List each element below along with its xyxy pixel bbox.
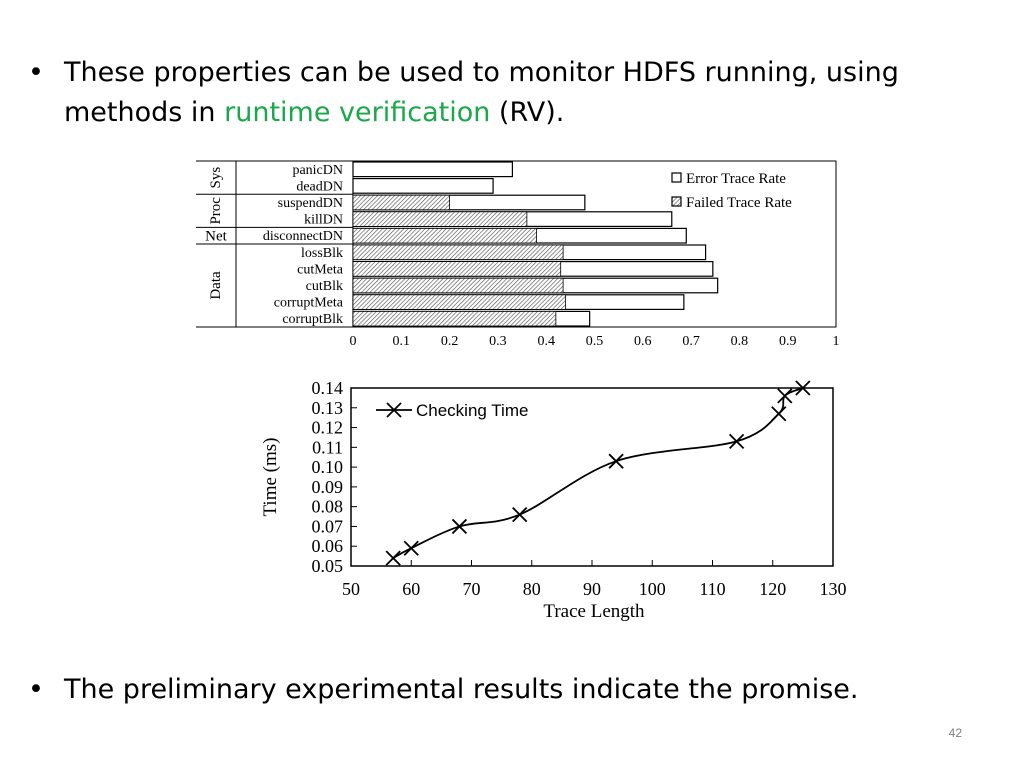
bullet-1-line-2-post: (RV).: [490, 97, 565, 128]
bullet-dot: •: [28, 674, 44, 705]
bullet-1: • These properties can be used to monito…: [28, 53, 988, 137]
line-ytick-6: 0.11: [312, 437, 343, 457]
line-ytick-2: 0.07: [312, 516, 344, 536]
bullet-1-line-2: methods in runtime verification (RV).: [64, 93, 564, 133]
line-ytick-9: 0.14: [312, 378, 344, 398]
bar-failed-disconnectDN: [352, 227, 537, 244]
category-label-cutBlk: cutBlk: [306, 279, 343, 294]
line-ytick-5: 0.10: [312, 457, 344, 477]
checking-time-point-7: [777, 388, 793, 404]
category-label-suspendDN: suspendDN: [278, 196, 343, 211]
bar-failed-suspendDN: [352, 194, 450, 211]
category-label-deadDN: deadDN: [296, 179, 343, 194]
bar-failed-lossBlk: [352, 244, 564, 261]
bar-xtick-3: 0.3: [489, 334, 507, 349]
bar-xtick-5: 0.5: [586, 334, 604, 349]
bar-xtick-7: 0.7: [682, 334, 700, 349]
bar-xtick-8: 0.8: [731, 334, 749, 349]
x-marker-stroke-b: [451, 518, 468, 535]
line-xtick-2: 70: [463, 579, 481, 599]
group-label-Proc: Proc: [208, 197, 224, 225]
bar-error-panicDN: [352, 161, 513, 178]
group-label-Net: Net: [205, 229, 227, 245]
line-xtick-1: 60: [402, 579, 420, 599]
bullet-2: • The preliminary experimental results i…: [28, 670, 988, 712]
line-ytick-1: 0.06: [312, 536, 344, 556]
x-marker-stroke-b: [795, 380, 811, 396]
x-marker-stroke-b: [771, 406, 787, 422]
x-marker-stroke-b: [403, 540, 419, 556]
category-label-corruptBlk: corruptBlk: [282, 312, 343, 327]
bar-failed-killDN: [352, 211, 528, 227]
line-xtick-4: 90: [583, 579, 601, 599]
line-xtick-8: 130: [820, 579, 847, 599]
bullet-1-line-2-pre: methods in: [64, 97, 225, 128]
checking-time-point-6: [771, 406, 787, 422]
legend-label-error: Error Trace Rate: [686, 171, 786, 187]
line-xtick-6: 110: [699, 579, 725, 599]
x-marker-stroke-b: [608, 453, 624, 469]
line-ytick-4: 0.09: [312, 477, 344, 497]
bullet-dot: •: [28, 57, 44, 88]
category-label-killDN: killDN: [304, 213, 343, 228]
bar-xtick-4: 0.4: [537, 334, 555, 349]
runtime-verification-highlight: runtime verification: [224, 97, 491, 128]
x-marker-stroke-b: [777, 388, 793, 404]
checking-time-point-0: [385, 550, 401, 566]
line-ytick-3: 0.08: [312, 497, 344, 517]
checking-time-point-4: [608, 453, 624, 469]
bar-error-deadDN: [352, 178, 494, 194]
group-label-Data: Data: [208, 271, 224, 300]
line-xtick-5: 100: [639, 579, 666, 599]
page-number: 42: [948, 726, 962, 740]
bullet-1-line-1: These properties can be used to monitor …: [64, 57, 899, 88]
bar-failed-cutBlk: [352, 277, 564, 294]
x-marker-stroke-b: [512, 506, 528, 523]
checking-time-point-2: [451, 518, 468, 535]
line-xlabel: Trace Length: [543, 601, 645, 622]
bar-xtick-2: 0.2: [441, 334, 459, 349]
checking-time-point-1: [403, 540, 419, 556]
legend-swatch-failed: [671, 196, 682, 207]
line-xtick-3: 80: [523, 579, 541, 599]
bar-xtick-0: 0: [350, 334, 357, 349]
bar-xtick-1: 0.1: [393, 334, 411, 349]
line-ytick-0: 0.05: [312, 556, 344, 576]
x-marker-stroke-b: [385, 550, 401, 566]
bar-failed-corruptBlk: [352, 310, 557, 327]
category-label-panicDN: panicDN: [292, 163, 343, 178]
category-label-cutMeta: cutMeta: [297, 262, 344, 277]
category-label-corruptMeta: corruptMeta: [274, 296, 344, 311]
legend-marker-b: [386, 402, 402, 418]
bullet-2-text: The preliminary experimental results ind…: [64, 674, 859, 705]
group-label-Sys: Sys: [208, 167, 224, 189]
legend-swatch-error: [671, 172, 682, 183]
legend-label-checking-time: Checking Time: [416, 401, 528, 420]
checking-time-point-8: [795, 380, 811, 396]
checking-time-point-5: [728, 433, 745, 450]
x-marker-stroke-b: [728, 433, 745, 450]
bar-xtick-9: 0.9: [779, 334, 797, 349]
category-label-lossBlk: lossBlk: [301, 246, 343, 261]
line-ylabel: Time (ms): [260, 437, 281, 516]
bar-failed-corruptMeta: [352, 294, 566, 310]
checking-time-point-3: [512, 506, 528, 523]
line-xtick-0: 50: [342, 579, 360, 599]
category-label-disconnectDN: disconnectDN: [263, 229, 343, 244]
line-xtick-7: 120: [759, 579, 786, 599]
line-ytick-8: 0.13: [312, 398, 344, 418]
line-ytick-7: 0.12: [312, 418, 344, 438]
bar-failed-cutMeta: [352, 261, 562, 277]
bar-xtick-6: 0.6: [634, 334, 652, 349]
bar-xtick-10: 1: [833, 334, 840, 349]
legend-label-failed: Failed Trace Rate: [686, 195, 792, 211]
